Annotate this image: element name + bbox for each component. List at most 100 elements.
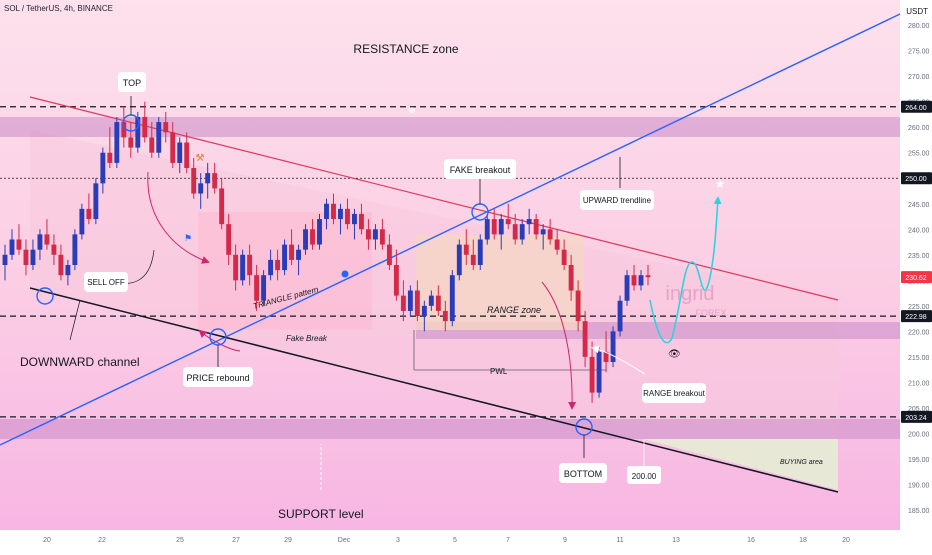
candles [2, 101, 651, 403]
y-tick-label: 205.00 [908, 406, 930, 413]
alert-icon: ⊕ [408, 105, 416, 115]
y-tick-label: 240.00 [908, 227, 930, 234]
candle-body [575, 290, 581, 322]
candle-body [275, 259, 281, 271]
x-tick-label: 22 [98, 537, 106, 544]
candle-body [365, 229, 371, 240]
upward-trendline-box [580, 190, 654, 210]
y-tick-label: 225.00 [908, 304, 930, 311]
range-zone-label: RANGE zone [487, 305, 541, 315]
price-labels: 264.00 250.00 230.62 222.98 203.24 [901, 100, 932, 423]
price-tag-label: 264.00 [905, 105, 927, 112]
candle-body [247, 254, 253, 276]
candle-body [51, 244, 57, 255]
channel-bottom-line [29, 287, 839, 493]
candle-body [79, 208, 85, 235]
candle-body [456, 244, 462, 276]
candle-body [289, 244, 295, 260]
candle-body [23, 249, 29, 265]
x-tick-label: 20 [842, 537, 850, 544]
price-200-label: 200.00 [632, 472, 657, 481]
projection-path [649, 196, 722, 344]
candle-body [268, 259, 274, 276]
candle-body [58, 254, 64, 276]
candle-body [2, 254, 8, 265]
watermark-logo: ingrid [666, 283, 715, 305]
support-level-label: SUPPORT level [278, 507, 364, 521]
candle-body [142, 116, 148, 138]
candle-body [331, 203, 336, 220]
y-tick-label: 260.00 [908, 125, 930, 132]
candle-body [624, 275, 630, 301]
candle-body [568, 265, 574, 291]
candle-body [582, 321, 588, 357]
range-breakout-box [642, 383, 706, 403]
candle-body [491, 219, 497, 235]
price-tag-label: 222.98 [905, 314, 927, 321]
candle-body [212, 173, 218, 189]
candle-body [324, 203, 329, 220]
candle-body [303, 229, 308, 250]
star-icon: ★ [715, 177, 726, 191]
y-tick-label: 195.00 [908, 457, 930, 464]
y-tick-label: 275.00 [908, 49, 930, 56]
candle-body [219, 188, 225, 225]
x-tick-label: 20 [43, 537, 51, 544]
candle-body [310, 229, 315, 245]
candle-body [177, 142, 183, 163]
currency-label: USDT [906, 7, 928, 16]
candle-body [589, 356, 595, 393]
candle-body [93, 183, 99, 220]
candle-body [156, 122, 162, 153]
time-axis-background [0, 530, 932, 550]
candle-body [533, 219, 539, 235]
price-tag [901, 172, 932, 185]
candle-body [393, 265, 399, 296]
symbol-title: SOL / TetherUS, 4h, BINANCE [4, 4, 113, 13]
price-tag [901, 410, 932, 423]
range-breakout-label: RANGE breakout [643, 389, 706, 398]
candle-body [463, 244, 469, 255]
x-tick-label: 7 [506, 537, 510, 544]
range-breakout-arrow [591, 345, 646, 375]
candle-body [107, 152, 113, 163]
x-tick-label: 29 [284, 537, 292, 544]
candle-body [191, 168, 197, 194]
channel-touch-circle [36, 287, 54, 305]
candle-body [442, 310, 448, 322]
candle-body [170, 132, 176, 163]
candle-body [414, 290, 420, 317]
candle-body [184, 142, 190, 169]
candle-body [505, 219, 511, 225]
candle-body [163, 122, 169, 133]
price-tag [901, 271, 932, 284]
price-tag-label: 250.00 [905, 176, 927, 183]
candle-body [421, 305, 427, 317]
range-down-arrow [541, 281, 577, 410]
candle-body [610, 331, 616, 362]
candle-body [317, 219, 322, 245]
candle-body [261, 275, 267, 301]
x-tick-label: 27 [232, 537, 240, 544]
candle-body [386, 244, 392, 265]
sell-off-label: SELL OFF [87, 278, 125, 287]
candle-body [554, 239, 560, 250]
candle-body [631, 275, 637, 286]
candle-body [358, 213, 364, 230]
candle-body [477, 239, 483, 265]
candle-body [638, 275, 644, 286]
candle-body [547, 229, 553, 240]
hammer-icon: ⚒ [196, 153, 205, 164]
y-tick-label: 190.00 [908, 482, 930, 489]
y-tick-label: 220.00 [908, 329, 930, 336]
rebound-arrow [198, 329, 241, 352]
candle-body [233, 254, 239, 281]
price-tag [901, 310, 932, 323]
candle-body [37, 234, 43, 250]
y-tick-label: 270.00 [908, 74, 930, 81]
downward-pointer [69, 299, 81, 341]
candle-body [526, 219, 532, 225]
price-tag-label: 230.62 [905, 275, 927, 282]
y-tick-label: 215.00 [908, 355, 930, 362]
